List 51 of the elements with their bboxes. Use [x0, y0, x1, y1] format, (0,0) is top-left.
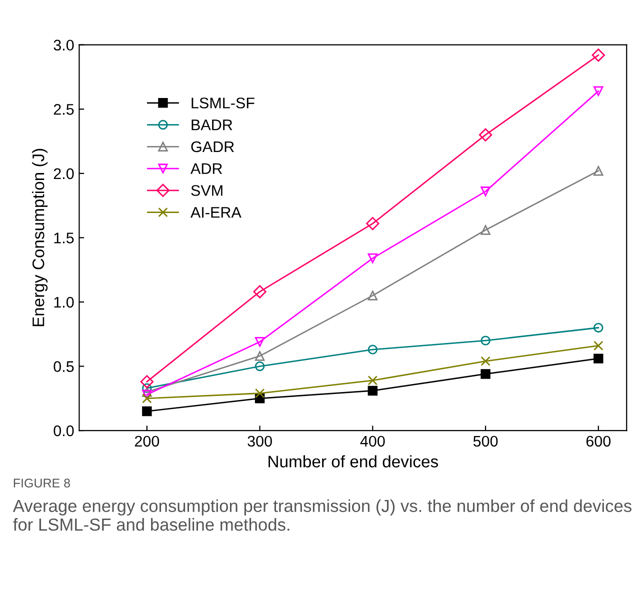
point: [142, 387, 152, 397]
point: [254, 361, 265, 372]
legend-label: BADR: [192, 120, 232, 130]
point: [480, 369, 490, 379]
point: [368, 344, 378, 354]
point: [366, 216, 380, 230]
x-tick-label: 400: [360, 436, 385, 447]
x-tick-label: 200: [134, 436, 160, 447]
text: Average energy consumption per transmission (J) vs. the number of end devices for LSML-SF and baseline methods.: [12, 499, 632, 531]
point: [594, 340, 604, 351]
point: [142, 394, 152, 404]
y-axis-title: Energy Consumption (J): [32, 148, 48, 326]
x-axis-title: Number of end devices: [268, 455, 438, 468]
point: [594, 322, 604, 333]
legend-label: ADR: [190, 163, 222, 174]
point: [594, 166, 604, 176]
point: [142, 390, 152, 400]
point: [253, 285, 266, 298]
point: [480, 336, 490, 346]
point: [594, 354, 604, 364]
x-tick-label: 500: [473, 436, 498, 447]
x-tick-label: 600: [586, 436, 611, 447]
y-tick-label: 0.5: [54, 361, 74, 372]
legend-label: AI-ERA: [190, 207, 242, 218]
point: [480, 225, 490, 235]
y-tick-label: 2.0: [54, 168, 74, 180]
y-tick-label: 3.0: [54, 40, 74, 51]
point: [140, 375, 154, 388]
y-tick-label: 1.5: [54, 232, 74, 244]
caption: FIGURE 8: [14, 478, 70, 488]
y-tick-label: 0.0: [54, 425, 74, 436]
point: [368, 290, 378, 300]
legend-label: SVM: [191, 185, 222, 196]
point: [480, 186, 490, 196]
point: [368, 376, 378, 386]
point: [254, 351, 265, 361]
x-tick-label: 300: [248, 436, 272, 447]
point: [478, 128, 492, 142]
point: [368, 253, 378, 264]
point: [254, 388, 265, 398]
point: [480, 356, 490, 366]
legend-label: LSML-SF: [192, 98, 254, 108]
point: [142, 406, 152, 416]
legend-label: GADR: [191, 141, 234, 152]
point: [594, 86, 604, 96]
point: [142, 383, 152, 393]
y-tick-label: 2.5: [54, 104, 74, 115]
point: [368, 386, 378, 396]
point: [592, 48, 605, 62]
y-tick-label: 1.0: [54, 296, 74, 308]
point: [254, 336, 265, 347]
